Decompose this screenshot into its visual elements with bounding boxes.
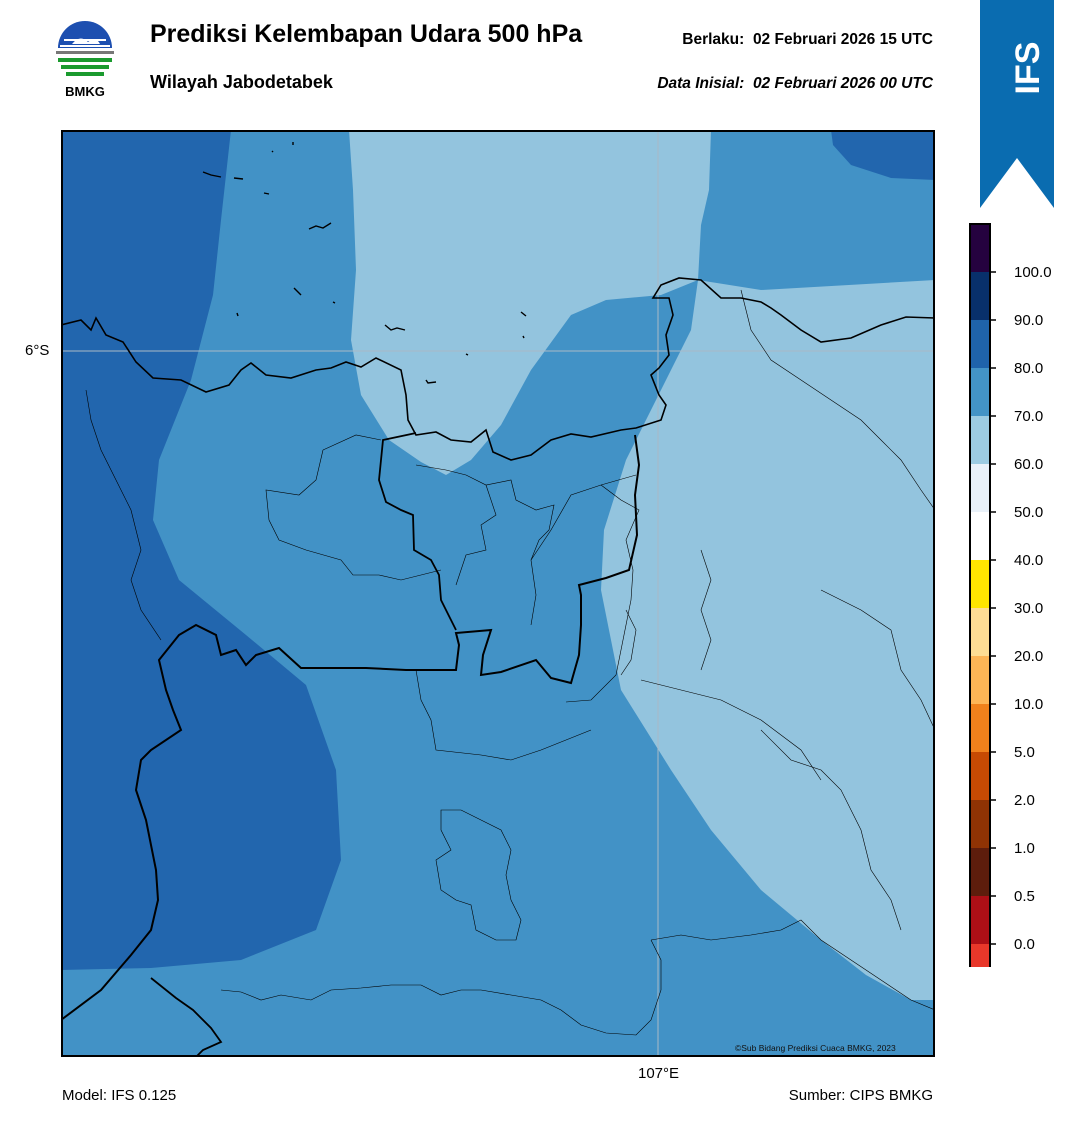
thousand-islands (202, 142, 527, 384)
colorbar-tick-label: 100.0 (1014, 264, 1052, 281)
band-80-90-west (61, 130, 341, 970)
colorbar-segment (970, 944, 990, 967)
ifs-banner-label: IFS (1009, 42, 1047, 95)
colorbar-tick-label: 40.0 (1014, 552, 1043, 569)
colorbar-tick-label: 30.0 (1014, 600, 1043, 617)
colorbar-segment (970, 464, 990, 512)
colorbar-segment (970, 752, 990, 800)
dki-border (378, 432, 457, 631)
colorbar-tick-label: 0.5 (1014, 888, 1035, 905)
colorbar-segment (970, 608, 990, 656)
source-label: Sumber: CIPS BMKG (788, 1087, 933, 1104)
banten-border (150, 977, 223, 1057)
colorbar-segment (970, 368, 990, 416)
district-borders (85, 289, 935, 1036)
colorbar-segment (970, 848, 990, 896)
colorbar-tick-label: 60.0 (1014, 456, 1043, 473)
ifs-banner (980, 0, 1054, 208)
map-frame (61, 130, 935, 1057)
ifs-text: IFS (1009, 42, 1047, 95)
band-60-70-north (349, 130, 711, 475)
region-subtitle: Wilayah Jabodetabek (150, 72, 333, 92)
colorbar-tick-label: 10.0 (1014, 696, 1043, 713)
colorbar-segment (970, 320, 990, 368)
map-credit: ©Sub Bidang Prediksi Cuaca BMKG, 2023 (735, 1043, 896, 1053)
colorbar-tick-label: 80.0 (1014, 360, 1043, 377)
colorbar-tick-label: 90.0 (1014, 312, 1043, 329)
bmkg-logo (50, 18, 120, 104)
colorbar-tick-label: 20.0 (1014, 648, 1043, 665)
colorbar-tick-label: 0.0 (1014, 936, 1035, 953)
colorbar-tick-label: 1.0 (1014, 840, 1035, 857)
colorbar-segment (970, 800, 990, 848)
colorbar-segment (970, 896, 990, 944)
latitude-label: 6°S (25, 342, 50, 359)
colorbar-segment (970, 512, 990, 560)
province-border (61, 434, 641, 1021)
init-time: Data Inisial: 02 Februari 2026 00 UTC (657, 75, 933, 93)
colorbar-segment (970, 656, 990, 704)
colorbar-tick-label: 50.0 (1014, 504, 1043, 521)
colorbar-tick-label: 5.0 (1014, 744, 1035, 761)
logo-text: BMKG (65, 84, 105, 99)
colorbar-segment (970, 272, 990, 320)
page-title: Prediksi Kelembapan Udara 500 hPa (150, 20, 583, 48)
humidity-map (61, 130, 935, 1057)
model-label: Model: IFS 0.125 (62, 1087, 177, 1104)
init-value: 02 Februari 2026 00 UTC (752, 75, 933, 92)
colorbar-segment (970, 560, 990, 608)
longitude-label: 107°E (638, 1065, 680, 1082)
colorbar-segment (970, 224, 990, 272)
valid-time: Berlaku: 02 Februari 2026 15 UTC (682, 31, 933, 49)
init-label: Data Inisial: (657, 75, 745, 92)
coastline (61, 277, 935, 461)
valid-value: 02 Februari 2026 15 UTC (752, 31, 933, 48)
colorbar-tick-label: 70.0 (1014, 408, 1043, 425)
valid-label: Berlaku: (682, 31, 745, 48)
humidity-colorbar: 0.0 0.5 1.0 2.0 5.0 10.0 20.0 30.0 40.0 50.0 60.0 7… (969, 223, 1052, 967)
colorbar-segment (970, 416, 990, 464)
colorbar-segment (970, 704, 990, 752)
band-80-90-northeast (831, 130, 935, 180)
band-60-70-east (601, 280, 935, 1000)
colorbar-tick-label: 2.0 (1014, 792, 1035, 809)
